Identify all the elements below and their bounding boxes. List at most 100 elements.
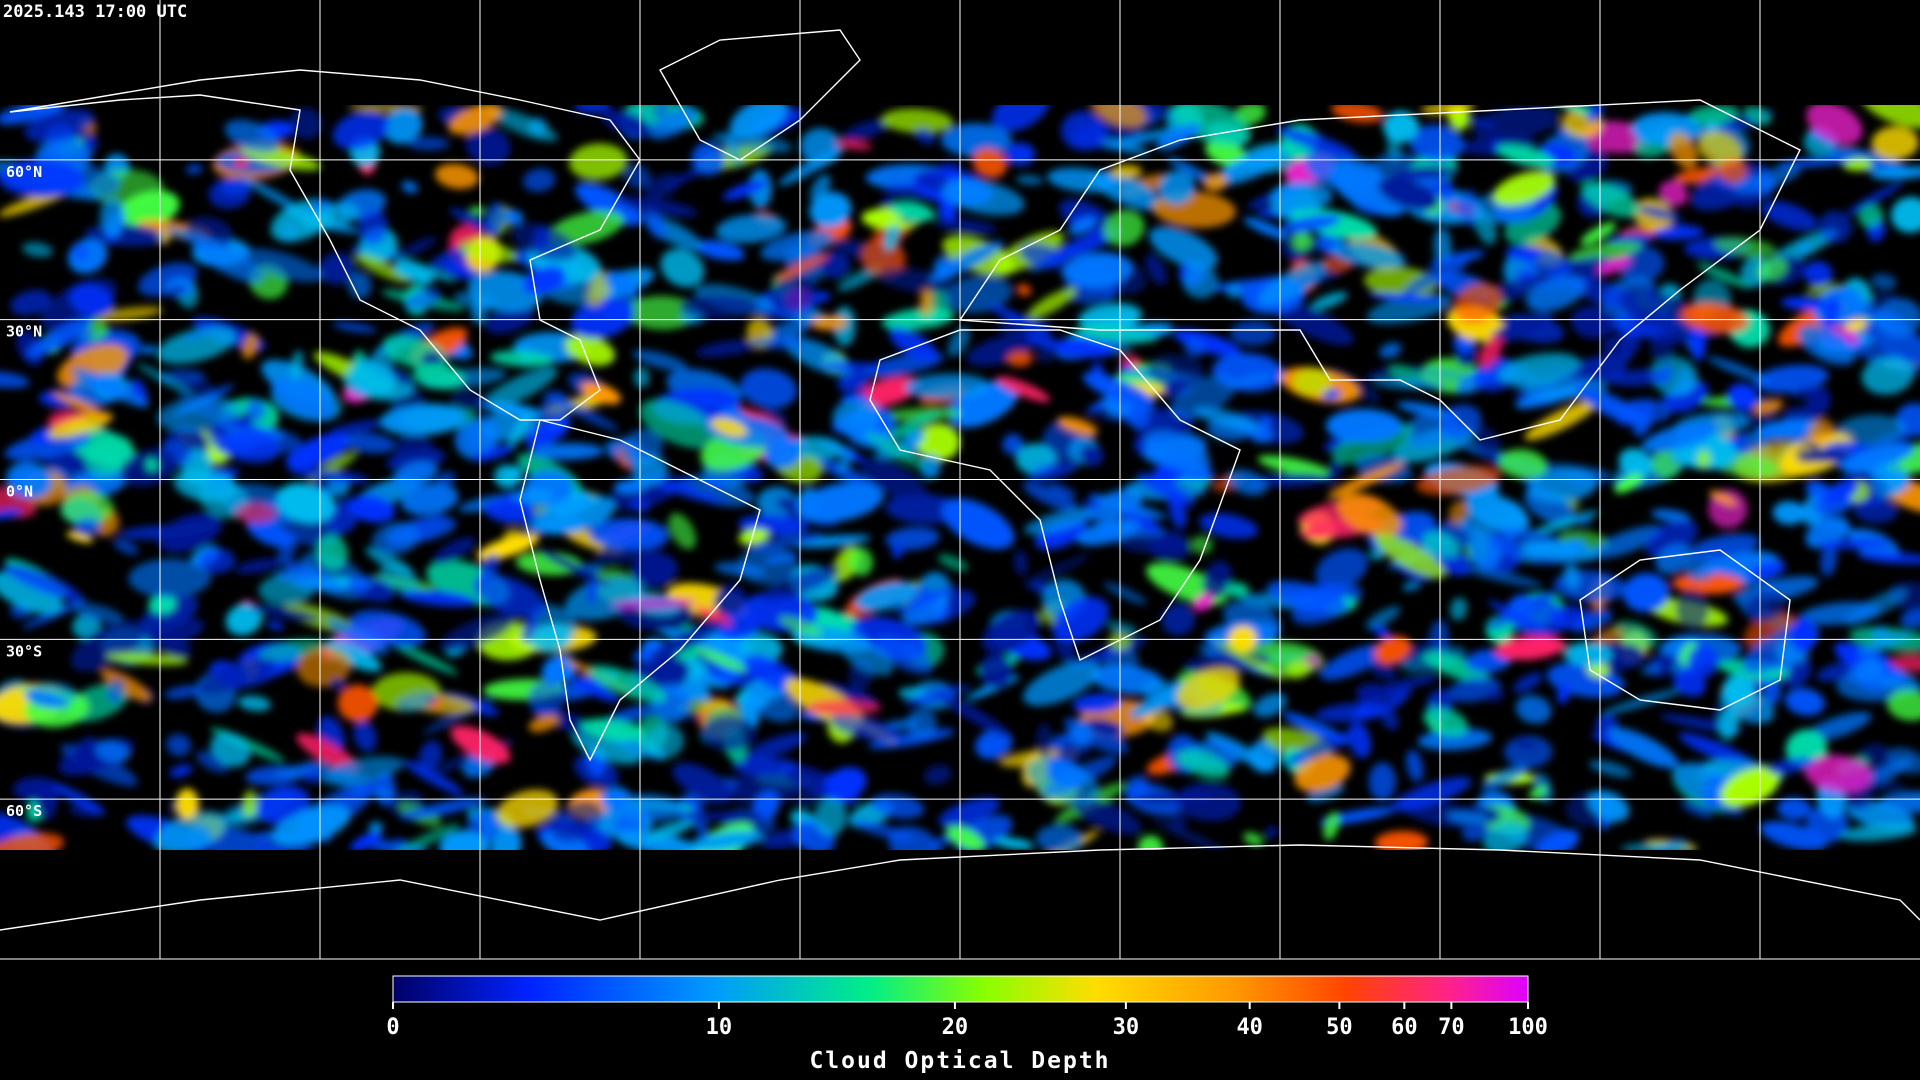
cloud — [192, 240, 265, 284]
cloud — [1450, 597, 1468, 621]
cloud — [36, 780, 58, 820]
cloud — [1330, 242, 1406, 269]
cloud — [721, 772, 802, 805]
cloud — [0, 832, 64, 850]
cloud — [175, 788, 199, 820]
cloud — [473, 574, 547, 619]
cloud — [729, 105, 788, 140]
cloud — [1759, 821, 1827, 850]
cloud — [198, 658, 276, 696]
cloud — [1591, 525, 1663, 559]
cloud — [1857, 632, 1911, 655]
cloud — [465, 126, 511, 166]
cloud — [166, 733, 191, 757]
cloud — [450, 725, 511, 764]
cloud — [1270, 181, 1333, 211]
cloud — [145, 457, 159, 472]
cloud — [1090, 105, 1147, 128]
cloud — [821, 767, 867, 803]
cloud — [1417, 728, 1492, 751]
cloud — [296, 733, 359, 772]
cloud — [105, 652, 189, 666]
cloud — [981, 609, 1041, 654]
cloud — [1172, 329, 1242, 357]
cloud — [1804, 755, 1873, 793]
cloud — [1596, 255, 1632, 275]
cloud — [332, 111, 389, 150]
cloud — [1405, 749, 1424, 782]
cloud — [1697, 130, 1743, 167]
cloud — [1842, 157, 1873, 172]
cloud — [285, 433, 352, 469]
cloud — [1458, 500, 1523, 535]
cloud — [24, 690, 68, 709]
cloud — [1726, 383, 1758, 411]
cloud — [818, 250, 851, 279]
cloud — [1798, 241, 1812, 257]
cloud — [1743, 105, 1772, 126]
cloud — [47, 412, 113, 439]
cloud — [740, 368, 797, 409]
cloud — [1490, 313, 1553, 343]
colorbar-tick-label: 0 — [386, 1015, 399, 1040]
cloud — [1651, 508, 1691, 523]
colorbar-tick-label: 40 — [1236, 1015, 1263, 1040]
cloud — [611, 597, 697, 610]
cloud — [1784, 687, 1825, 716]
cloud — [653, 480, 727, 505]
cloud — [1085, 718, 1125, 736]
cloud — [77, 329, 96, 342]
cloud — [141, 345, 156, 355]
cloud — [580, 718, 646, 742]
cloud — [511, 222, 577, 261]
cloud — [332, 322, 377, 333]
cloud — [538, 549, 610, 587]
cloud — [1473, 426, 1501, 461]
cloud — [732, 757, 799, 776]
cloud — [106, 678, 126, 705]
colorbar-label: Cloud Optical Depth — [809, 1048, 1110, 1074]
cloud — [1389, 165, 1459, 180]
cloud — [1680, 801, 1713, 818]
cloud — [1796, 449, 1852, 463]
cloud — [241, 332, 259, 360]
cloud — [738, 528, 770, 545]
cloud — [1690, 163, 1771, 211]
cloud — [1383, 110, 1419, 143]
cloud — [1243, 217, 1289, 240]
latitude-label: 0°N — [6, 483, 33, 501]
cloud — [737, 545, 798, 585]
cloud — [349, 358, 397, 397]
cloud — [1182, 264, 1219, 299]
cloud — [1525, 275, 1587, 312]
cloud — [834, 139, 873, 151]
colorbar-tick-label: 70 — [1438, 1015, 1465, 1040]
cloud-field — [0, 105, 1920, 850]
cloud — [1430, 250, 1485, 267]
cloud — [318, 252, 355, 285]
cloud — [1060, 110, 1107, 151]
cloud — [580, 381, 622, 405]
cloud — [1325, 408, 1403, 444]
cloud — [1508, 594, 1535, 617]
cloud — [347, 271, 372, 299]
cloud — [947, 326, 970, 357]
cloud — [701, 716, 758, 752]
cloud — [113, 538, 139, 555]
cloud — [919, 454, 941, 479]
cloud — [173, 468, 237, 502]
cloud — [1015, 175, 1044, 185]
cloud — [1267, 580, 1348, 614]
cloud — [1675, 589, 1709, 630]
cloud — [819, 682, 879, 707]
cloud — [574, 105, 611, 114]
cloud — [1803, 261, 1833, 287]
cloud — [1365, 366, 1395, 382]
cloud — [251, 844, 316, 850]
cloud — [1276, 127, 1357, 159]
cloud — [396, 691, 439, 712]
cloud — [1649, 336, 1673, 362]
cloud — [1379, 342, 1402, 359]
cloud — [1336, 492, 1402, 538]
cloud — [1760, 200, 1818, 231]
